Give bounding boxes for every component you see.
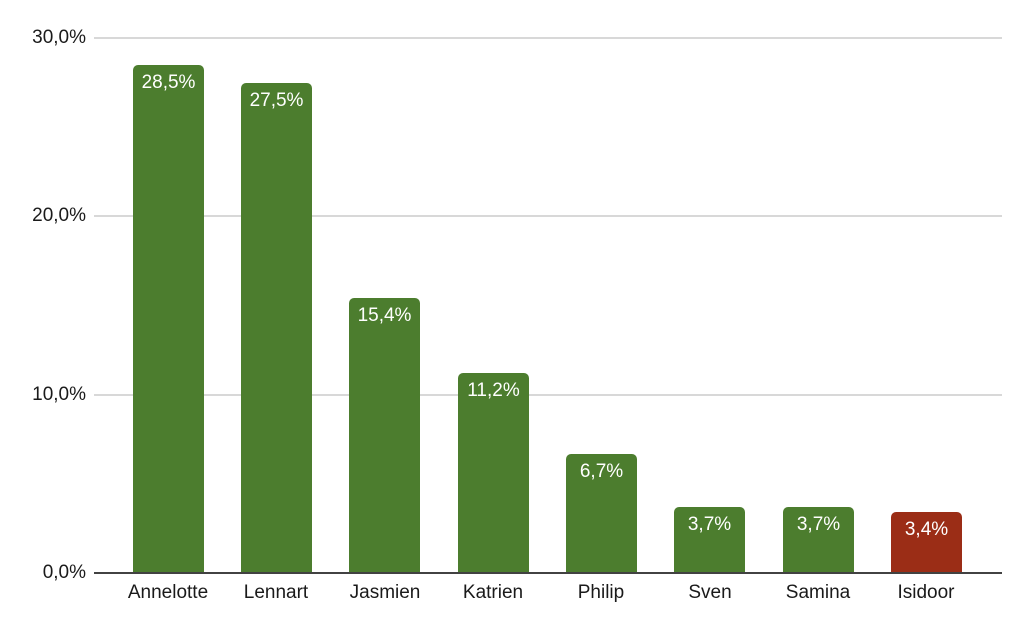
bar-value-label: 3,7% [796,514,841,535]
x-axis-line [94,572,1002,574]
x-axis-category-label: Philip [577,582,625,603]
x-axis-category-label: Lennart [243,582,309,603]
x-axis-category-label: Samina [785,582,851,603]
y-axis-tick-label: 0,0% [42,562,86,583]
gridline [94,215,1002,218]
y-axis-tick-label: 10,0% [32,383,86,405]
bar-katrien: 11,2% [458,373,529,573]
gridline [94,393,1002,396]
bar-value-label: 15,4% [357,305,412,326]
x-axis-category-label: Jasmien [349,582,421,603]
bar-sven: 3,7% [674,507,745,573]
bar-value-label: 11,2% [467,380,520,401]
y-axis-tick-label: 30,0% [32,27,86,48]
y-axis-tick-label: 20,0% [32,205,86,227]
bar-annelotte: 28,5% [133,65,204,573]
bar-value-label: 3,7% [687,514,732,535]
x-axis-category-label: Annelotte [127,582,209,603]
x-axis-category-label: Katrien [462,582,524,603]
bar-value-label: 28,5% [141,72,196,93]
gridline [94,37,1002,39]
bar-isidoor: 3,4% [891,512,962,573]
bar-jasmien: 15,4% [349,298,420,573]
bar-philip: 6,7% [566,454,637,573]
bar-samina: 3,7% [783,507,854,573]
bar-value-label: 6,7% [579,461,624,482]
bar-lennart: 27,5% [241,83,312,573]
bar-value-label: 3,4% [904,519,949,540]
x-axis-category-label: Isidoor [897,582,955,603]
bar-value-label: 27,5% [249,90,304,111]
x-axis-category-label: Sven [688,582,732,603]
